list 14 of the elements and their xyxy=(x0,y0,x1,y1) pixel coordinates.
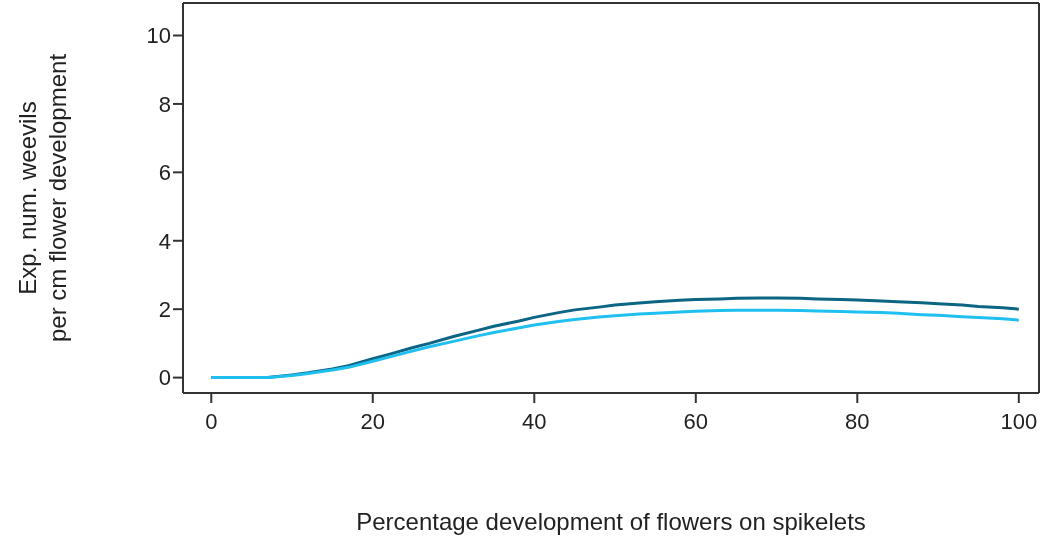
y-tick-label: 10 xyxy=(146,23,171,49)
y-tick-label: 0 xyxy=(158,365,171,391)
y-axis-title: Exp. num. weevils per cm flower development xyxy=(14,53,71,343)
x-axis-title: Percentage development of flowers on spikelets xyxy=(356,508,866,535)
y-tick-label: 2 xyxy=(158,296,171,322)
y-tick-label: 4 xyxy=(158,228,171,254)
y-tick-label: 8 xyxy=(158,91,171,117)
x-tick-label: 80 xyxy=(845,408,870,434)
x-tick-label: 100 xyxy=(1000,408,1038,434)
x-tick-label: 60 xyxy=(683,408,709,434)
x-tick-label: 40 xyxy=(522,408,547,434)
y-tick-label: 6 xyxy=(158,160,171,186)
x-tick-label: 20 xyxy=(360,408,386,434)
x-tick-label: 0 xyxy=(205,408,218,434)
